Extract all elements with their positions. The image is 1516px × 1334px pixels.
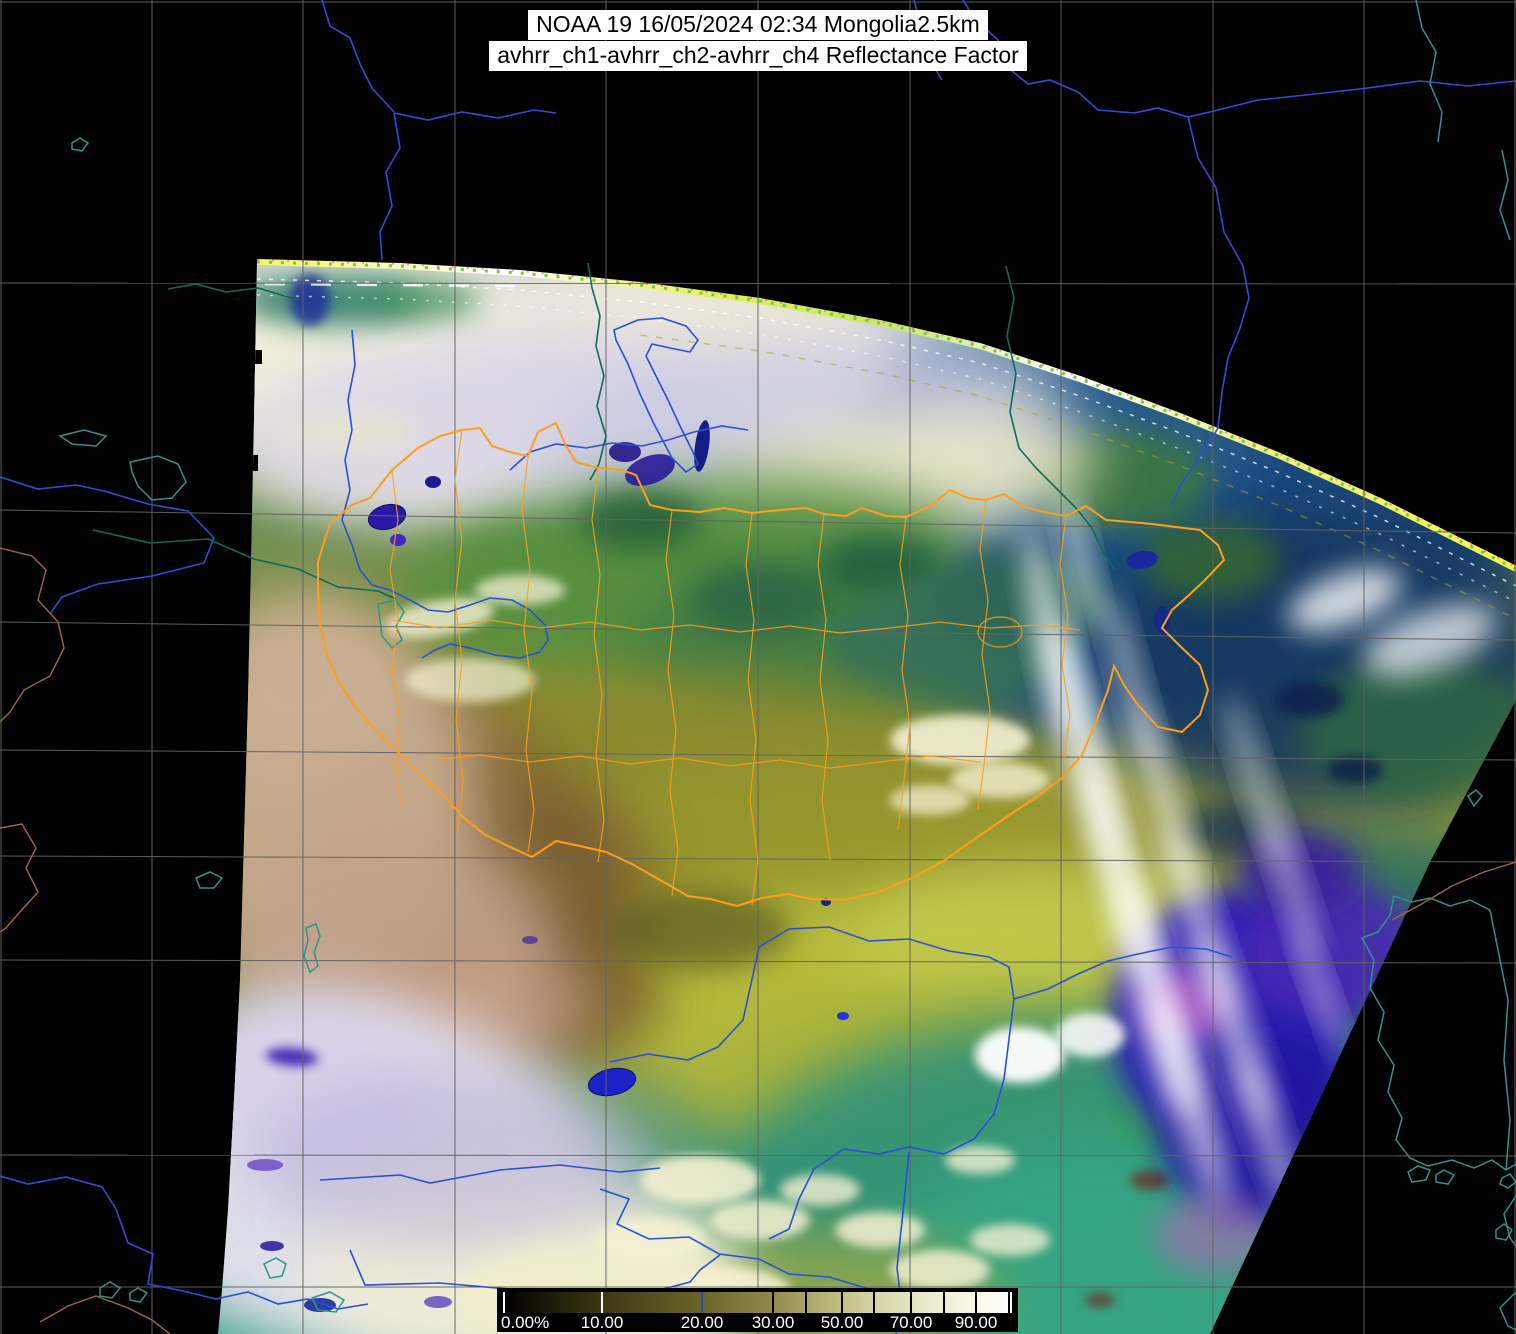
swath-edge-noise <box>256 259 1516 620</box>
colorbar-label: 20.00 <box>680 1313 724 1332</box>
colorbar-label: 50.00 <box>820 1313 864 1332</box>
colorbar-tick <box>910 1292 912 1313</box>
colorbar-tick <box>841 1292 843 1313</box>
borders-outer <box>0 547 1516 1334</box>
colorbar-label: 0.00% <box>501 1313 550 1332</box>
colorbar-tick <box>503 1292 505 1313</box>
colorbar-label: 10.00 <box>580 1313 624 1332</box>
reflectance-colorbar: 0.00% 10.00 20.00 30.00 50.00 70.00 90.0… <box>497 1288 1018 1332</box>
colorbar-tick <box>1008 1292 1010 1313</box>
scanline-dropout <box>248 350 262 364</box>
colorbar-tick <box>975 1292 977 1313</box>
colorbar-label: 70.00 <box>889 1313 933 1332</box>
scanline-dropout <box>246 455 258 471</box>
colorbar-label: 90.00 <box>954 1313 998 1332</box>
colorbar-tick <box>772 1292 774 1313</box>
rivers-dark <box>92 262 1116 600</box>
coastlines <box>58 0 1516 1331</box>
colorbar-tick <box>873 1292 875 1313</box>
colorbar-tick <box>805 1292 807 1313</box>
colorbar-gradient <box>503 1292 1012 1313</box>
borders-mongolia <box>317 421 1226 908</box>
title-line-1: NOAA 19 16/05/2024 02:34 Mongolia2.5km <box>528 10 988 40</box>
colorbar-tick <box>943 1292 945 1313</box>
region-north-cloud-shield <box>218 262 1098 563</box>
colorbar-tick <box>701 1292 703 1313</box>
title-overlay: NOAA 19 16/05/2024 02:34 Mongolia2.5km a… <box>0 10 1516 71</box>
colorbar-tick <box>601 1292 603 1313</box>
title-line-2: avhrr_ch1-avhrr_ch2-avhrr_ch4 Reflectanc… <box>489 41 1027 71</box>
colorbar-label: 30.00 <box>751 1313 795 1332</box>
cloud-streaks-east <box>1024 491 1497 1225</box>
